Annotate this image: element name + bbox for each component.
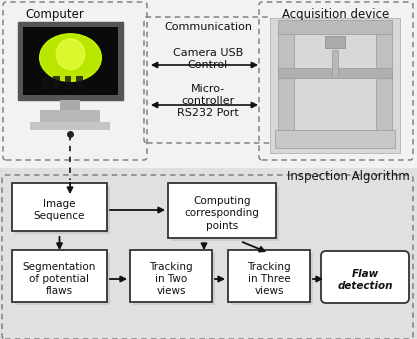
Bar <box>12 183 107 231</box>
Text: RS232 Port: RS232 Port <box>177 108 239 118</box>
Bar <box>0 0 417 168</box>
Bar <box>15 253 110 305</box>
Text: Inspection Algorithm: Inspection Algorithm <box>287 170 410 183</box>
Text: Segmentation
of potential
flaws: Segmentation of potential flaws <box>23 262 96 296</box>
Bar <box>23 27 118 95</box>
Text: Image
Sequence: Image Sequence <box>34 199 85 221</box>
Bar <box>133 253 215 305</box>
Bar <box>53 76 60 90</box>
Text: Flaw
detection: Flaw detection <box>337 269 393 291</box>
Bar <box>270 18 400 153</box>
Text: Acquisition device: Acquisition device <box>282 8 389 21</box>
FancyBboxPatch shape <box>321 251 409 303</box>
Bar <box>40 110 100 122</box>
Bar <box>60 100 80 110</box>
Bar <box>376 30 392 145</box>
Bar <box>278 68 392 78</box>
Bar <box>76 76 83 90</box>
Bar <box>0 168 417 339</box>
Text: Computing
corresponding
points: Computing corresponding points <box>185 196 259 231</box>
Text: Computer: Computer <box>25 8 84 21</box>
Bar <box>130 250 212 302</box>
Bar <box>231 253 313 305</box>
Bar <box>15 186 110 234</box>
Text: Micro-: Micro- <box>191 84 225 94</box>
Text: Camera USB: Camera USB <box>173 48 243 58</box>
Bar <box>12 250 107 302</box>
Text: Tracking
in Three
views: Tracking in Three views <box>247 262 291 296</box>
Bar <box>275 130 395 148</box>
Bar <box>30 122 110 130</box>
Text: Control: Control <box>188 60 228 70</box>
Ellipse shape <box>40 34 101 81</box>
Bar <box>168 183 276 238</box>
Bar <box>42 76 49 90</box>
Bar <box>171 186 279 241</box>
Bar <box>228 250 310 302</box>
Bar <box>278 20 392 34</box>
Text: Tracking
in Two
views: Tracking in Two views <box>149 262 193 296</box>
Bar <box>278 30 294 145</box>
Bar <box>18 22 123 100</box>
Bar <box>325 36 345 48</box>
Ellipse shape <box>56 39 85 69</box>
Text: controller: controller <box>181 96 235 106</box>
Text: Communication: Communication <box>164 22 252 32</box>
Bar <box>65 76 71 90</box>
Bar <box>332 50 338 78</box>
